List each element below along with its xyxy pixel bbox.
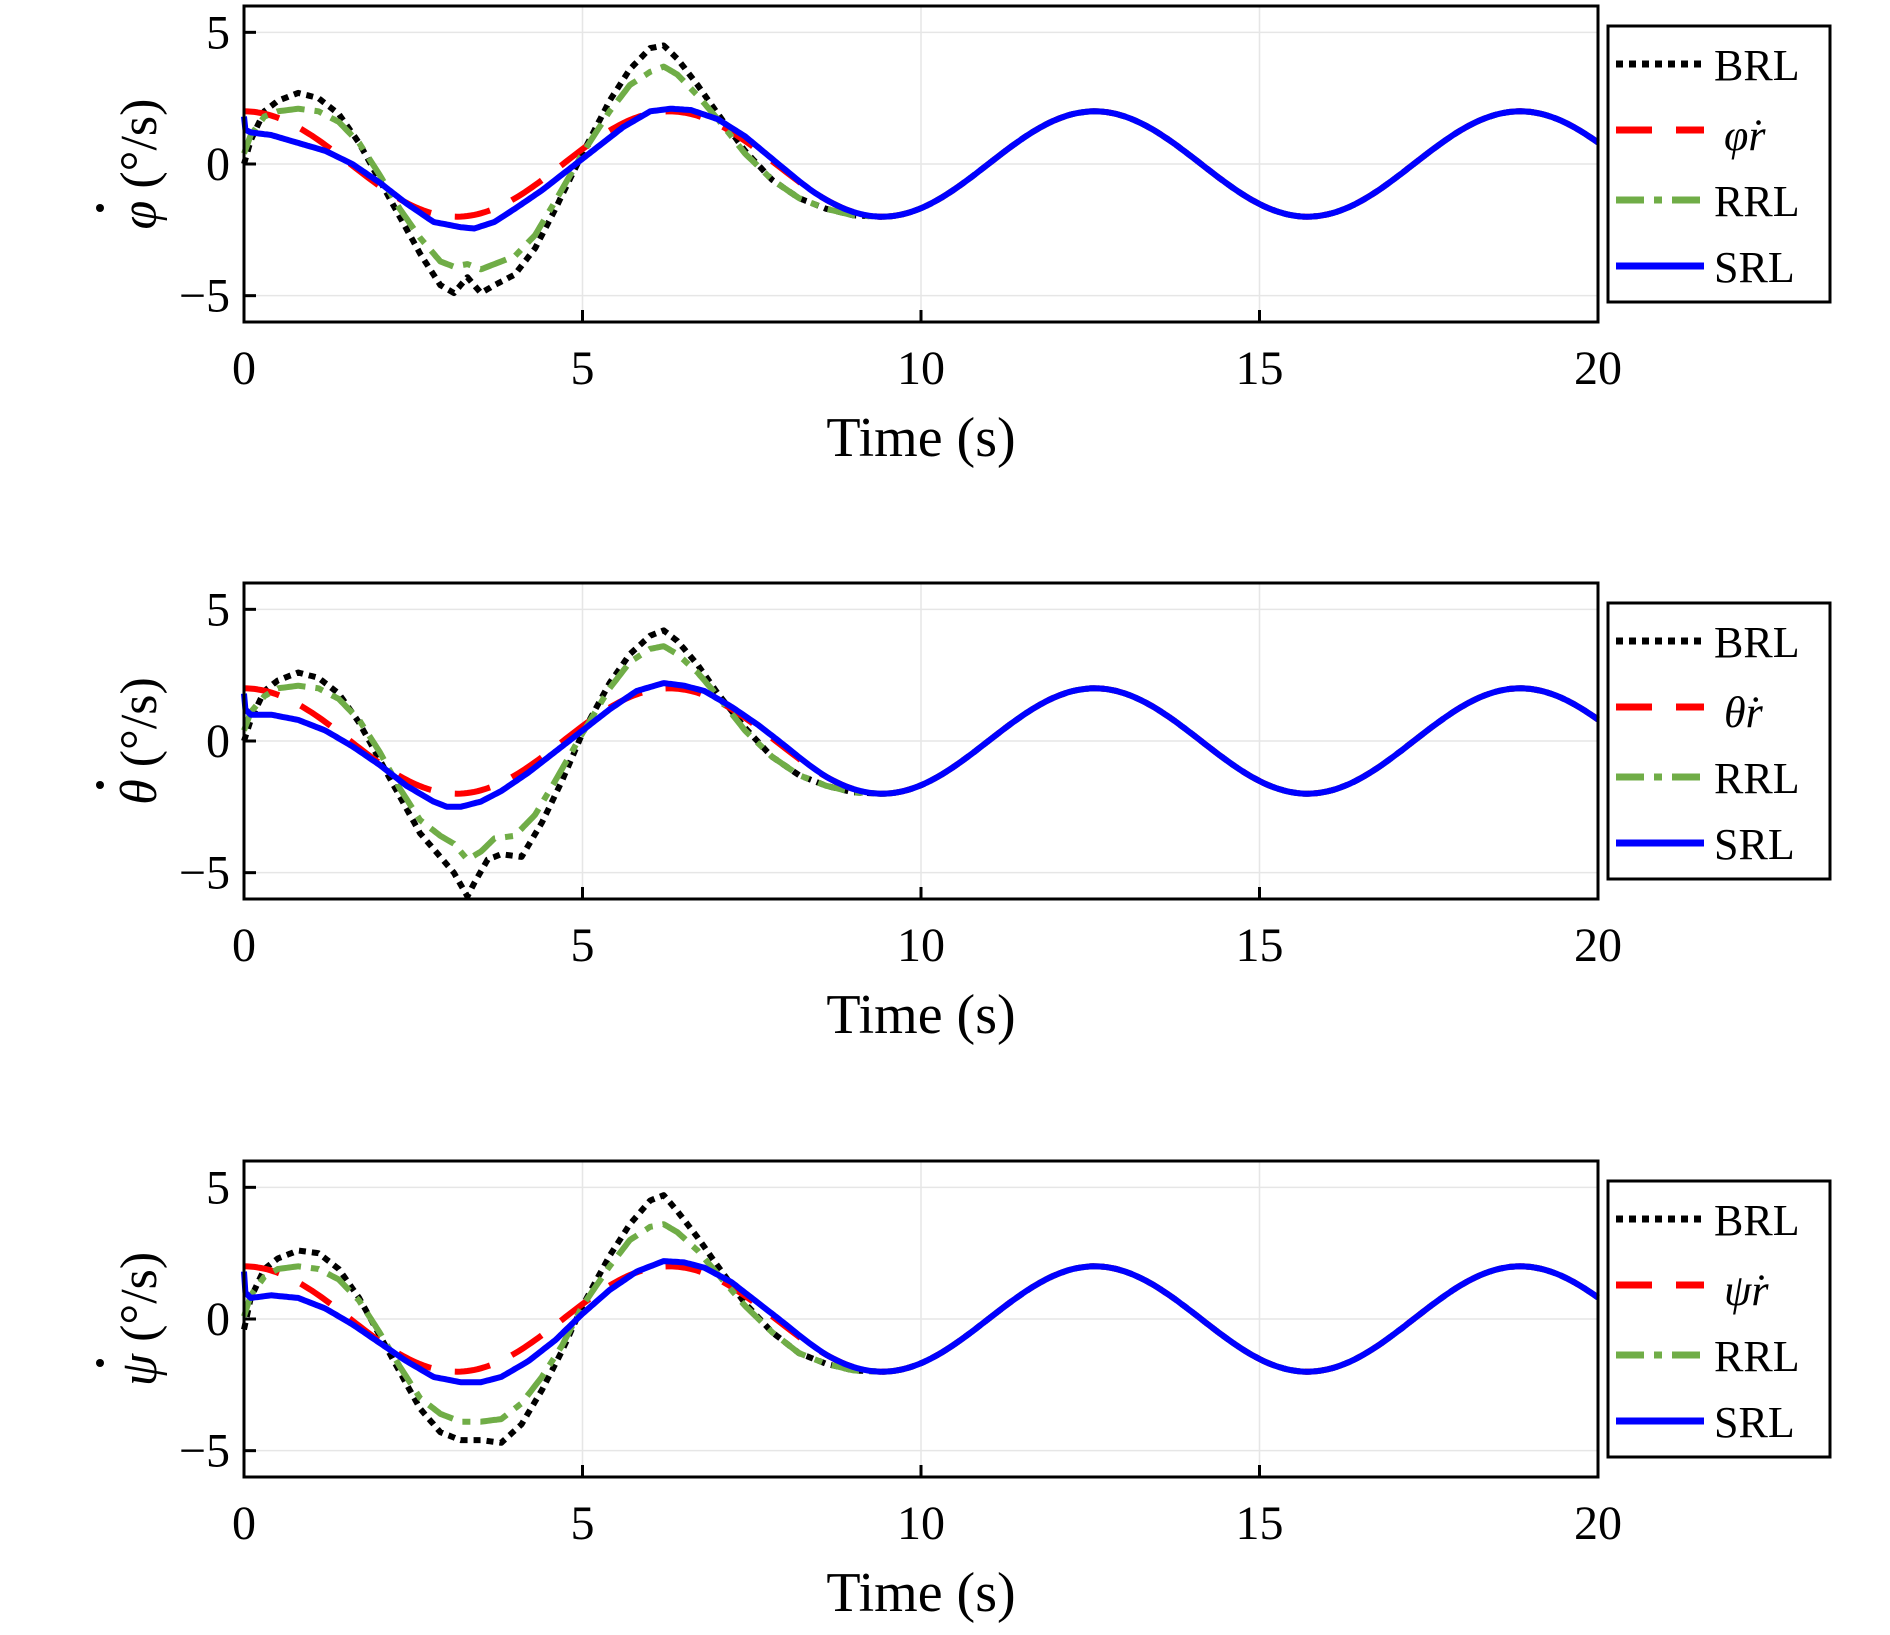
grid bbox=[244, 6, 1598, 322]
series-layer bbox=[241, 42, 1600, 296]
legend-label-rrl: RRL bbox=[1714, 1332, 1800, 1381]
legend: BRL φ̇r RRL SRL bbox=[1606, 24, 1832, 304]
legend-item-brl: BRL bbox=[1616, 1196, 1800, 1245]
legend-item-rrl: RRL bbox=[1616, 1332, 1800, 1381]
legend-item-rrl: RRL bbox=[1616, 177, 1800, 226]
x-tick-label: 5 bbox=[571, 919, 595, 972]
legend-label-ref: θ̇r bbox=[1724, 688, 1764, 737]
legend-item-brl: BRL bbox=[1616, 41, 1800, 90]
x-tick-label: 15 bbox=[1236, 1497, 1284, 1550]
y-axis-unit: (°/s) bbox=[111, 677, 168, 767]
series-line-srl bbox=[241, 680, 1600, 810]
x-tick-label: 0 bbox=[232, 342, 256, 395]
series-layer bbox=[241, 1192, 1600, 1446]
x-tick-label: 5 bbox=[571, 1497, 595, 1550]
y-axis-dot bbox=[96, 204, 104, 212]
y-tick-label: −5 bbox=[179, 270, 230, 323]
y-tick-label: 0 bbox=[206, 715, 230, 768]
x-tick-label: 5 bbox=[571, 342, 595, 395]
x-tick-label: 20 bbox=[1574, 1497, 1622, 1550]
x-tick-label: 0 bbox=[232, 1497, 256, 1550]
legend-item-rrl: RRL bbox=[1616, 754, 1800, 803]
legend-label-brl: BRL bbox=[1714, 1196, 1800, 1245]
svg-text:ψ(°/s): ψ (°/s) bbox=[111, 1252, 168, 1386]
y-tick-label: −5 bbox=[179, 1425, 230, 1478]
x-tick-label: 15 bbox=[1236, 342, 1284, 395]
grid bbox=[244, 583, 1598, 899]
legend-label-srl: SRL bbox=[1714, 820, 1795, 869]
y-axis-symbol: φ bbox=[111, 201, 168, 230]
y-axis-unit: (°/s) bbox=[111, 1252, 168, 1342]
x-tick-label: 0 bbox=[232, 919, 256, 972]
legend: BRL θ̇r RRL SRL bbox=[1606, 601, 1832, 881]
legend-item-ref: φ̇r bbox=[1616, 111, 1766, 160]
legend-label-srl: SRL bbox=[1714, 243, 1795, 292]
legend-item-srl: SRL bbox=[1616, 1398, 1795, 1447]
y-axis-label: ψ (°/s) bbox=[96, 1252, 168, 1386]
svg-text:θ(°/s): θ (°/s) bbox=[111, 677, 168, 805]
legend-box bbox=[1606, 1179, 1832, 1459]
x-tick-label: 20 bbox=[1574, 342, 1622, 395]
y-tick-label: 5 bbox=[206, 6, 230, 59]
svg-text:φ(°/s): φ (°/s) bbox=[111, 99, 168, 230]
y-axis-label: θ (°/s) bbox=[96, 677, 168, 805]
legend-item-srl: SRL bbox=[1616, 820, 1795, 869]
y-axis-dot bbox=[96, 781, 104, 789]
legend-label-brl: BRL bbox=[1714, 41, 1800, 90]
legend-label-srl: SRL bbox=[1714, 1398, 1795, 1447]
x-tick-label: 15 bbox=[1236, 919, 1284, 972]
y-tick-label: −5 bbox=[179, 847, 230, 900]
legend-label-ref: φ̇r bbox=[1724, 111, 1766, 160]
y-axis-symbol: ψ bbox=[111, 1352, 168, 1386]
legend-box bbox=[1606, 24, 1832, 304]
x-tick-label: 10 bbox=[897, 919, 945, 972]
y-tick-label: 5 bbox=[206, 583, 230, 636]
x-axis-label: Time (s) bbox=[826, 407, 1015, 469]
series-line-rrl bbox=[241, 63, 1600, 273]
legend-item-srl: SRL bbox=[1616, 243, 1795, 292]
y-axis-symbol: θ bbox=[111, 779, 168, 805]
series-line-srl bbox=[241, 1258, 1600, 1386]
x-axis-label: Time (s) bbox=[826, 984, 1015, 1046]
y-axis-unit: (°/s) bbox=[111, 99, 168, 189]
x-axis-label: Time (s) bbox=[826, 1562, 1015, 1624]
legend-label-rrl: RRL bbox=[1714, 177, 1800, 226]
legend-label-rrl: RRL bbox=[1714, 754, 1800, 803]
series-layer bbox=[241, 627, 1600, 900]
y-tick-label: 0 bbox=[206, 138, 230, 191]
y-tick-label: 0 bbox=[206, 1293, 230, 1346]
x-tick-label: 20 bbox=[1574, 919, 1622, 972]
y-axis-dot bbox=[96, 1359, 104, 1367]
legend-item-ref: θ̇r bbox=[1616, 688, 1764, 737]
legend-item-brl: BRL bbox=[1616, 618, 1800, 667]
x-tick-label: 10 bbox=[897, 1497, 945, 1550]
legend-item-ref: ψ̇r bbox=[1616, 1266, 1769, 1315]
legend: BRL ψ̇r RRL SRL bbox=[1606, 1179, 1832, 1459]
legend-label-ref: ψ̇r bbox=[1724, 1266, 1769, 1315]
y-axis-label: φ (°/s) bbox=[96, 99, 168, 230]
series-line-srl bbox=[241, 105, 1600, 232]
legend-label-brl: BRL bbox=[1714, 618, 1800, 667]
y-tick-label: 5 bbox=[206, 1161, 230, 1214]
grid bbox=[244, 1161, 1598, 1477]
legend-box bbox=[1606, 601, 1832, 881]
x-tick-label: 10 bbox=[897, 342, 945, 395]
